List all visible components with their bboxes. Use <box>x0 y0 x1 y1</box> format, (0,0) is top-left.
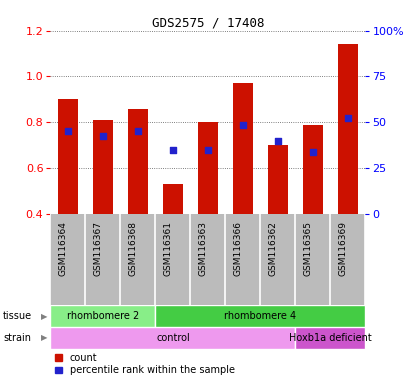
Point <box>275 137 281 144</box>
Point <box>205 147 211 153</box>
Text: strain: strain <box>3 333 32 343</box>
Bar <box>50 327 295 349</box>
Text: GSM116363: GSM116363 <box>199 221 208 276</box>
Text: tissue: tissue <box>3 311 31 321</box>
Text: ▶: ▶ <box>41 311 47 321</box>
Text: GSM116365: GSM116365 <box>304 221 313 276</box>
Point <box>134 128 141 134</box>
Text: Hoxb1a deficient: Hoxb1a deficient <box>289 333 372 343</box>
Bar <box>198 122 218 214</box>
Bar <box>93 120 113 214</box>
Bar <box>303 124 323 214</box>
Bar <box>163 184 183 214</box>
Bar <box>58 99 78 214</box>
Bar <box>155 305 365 327</box>
Text: GSM116368: GSM116368 <box>129 221 138 276</box>
Point <box>100 133 106 139</box>
Text: GSM116369: GSM116369 <box>339 221 348 276</box>
Text: rhombomere 2: rhombomere 2 <box>67 311 139 321</box>
Text: rhombomere 4: rhombomere 4 <box>224 311 297 321</box>
Bar <box>268 145 288 214</box>
Text: GSM116367: GSM116367 <box>94 221 103 276</box>
Point <box>170 147 176 153</box>
Text: GSM116361: GSM116361 <box>164 221 173 276</box>
Bar <box>50 305 155 327</box>
Point <box>239 121 246 127</box>
Point <box>344 114 351 121</box>
Text: GSM116366: GSM116366 <box>234 221 243 276</box>
Bar <box>338 45 357 214</box>
Text: GSM116364: GSM116364 <box>59 221 68 276</box>
Title: GDS2575 / 17408: GDS2575 / 17408 <box>152 17 264 30</box>
Bar <box>128 109 147 214</box>
Text: GSM116362: GSM116362 <box>269 221 278 276</box>
Text: control: control <box>156 333 190 343</box>
Bar <box>233 83 252 214</box>
Point <box>65 128 71 134</box>
Bar <box>295 327 365 349</box>
Point <box>310 149 316 155</box>
Text: ▶: ▶ <box>41 333 47 343</box>
Legend: count, percentile rank within the sample: count, percentile rank within the sample <box>55 353 235 376</box>
